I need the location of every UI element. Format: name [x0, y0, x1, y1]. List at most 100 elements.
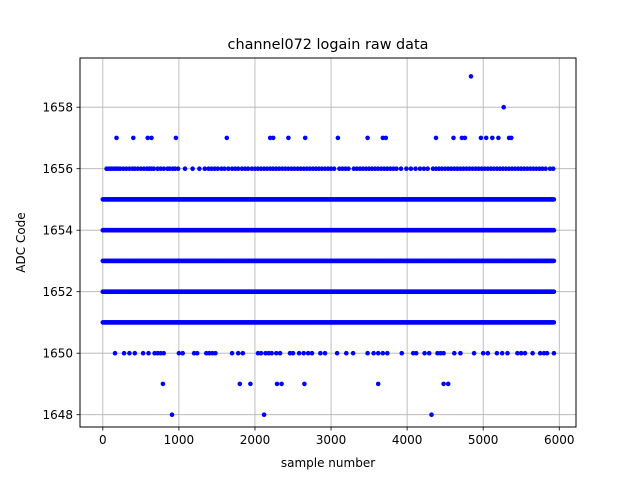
- chart-title: channel072 logain raw data: [228, 37, 429, 53]
- data-point: [544, 350, 550, 356]
- data-point: [375, 381, 381, 387]
- data-point: [151, 166, 157, 171]
- data-point: [229, 350, 235, 356]
- data-point: [258, 350, 264, 356]
- data-point: [490, 135, 495, 141]
- data-point: [537, 350, 543, 356]
- data-point: [161, 350, 166, 356]
- data-points: [100, 74, 557, 418]
- data-point: [509, 135, 514, 141]
- data-point: [240, 350, 246, 356]
- data-point: [245, 166, 251, 171]
- data-point: [458, 350, 463, 356]
- data-point: [269, 350, 275, 356]
- data-point: [309, 350, 315, 356]
- y-tick-label: 1650: [42, 347, 73, 361]
- data-point: [394, 166, 399, 171]
- data-point: [385, 350, 390, 356]
- data-point: [429, 412, 434, 418]
- data-point: [226, 166, 231, 171]
- data-point: [452, 350, 457, 356]
- data-point: [483, 135, 489, 141]
- y-tick-label: 1648: [42, 408, 73, 422]
- data-point: [145, 135, 150, 141]
- data-point: [501, 104, 507, 110]
- data-point: [441, 381, 446, 387]
- data-point: [305, 350, 311, 356]
- data-point: [471, 350, 477, 356]
- data-point: [127, 350, 132, 356]
- data-point: [190, 166, 195, 171]
- data-point: [371, 350, 376, 356]
- data-point: [433, 135, 439, 141]
- data-point: [140, 350, 146, 356]
- data-point: [426, 350, 432, 356]
- data-point: [224, 135, 230, 141]
- data-point: [365, 350, 370, 356]
- data-point: [421, 166, 427, 171]
- y-tick-label: 1658: [42, 101, 73, 115]
- data-point: [301, 350, 307, 356]
- data-point: [344, 350, 349, 356]
- data-point: [296, 350, 302, 356]
- data-point: [197, 166, 202, 171]
- data-point: [149, 135, 154, 141]
- data-point: [550, 166, 556, 171]
- data-point: [530, 350, 535, 356]
- data-point: [422, 350, 427, 356]
- data-point: [551, 197, 557, 202]
- data-point: [279, 381, 284, 387]
- data-point: [365, 135, 370, 141]
- data-point: [350, 350, 356, 356]
- data-point: [302, 135, 308, 141]
- data-point: [334, 350, 340, 356]
- data-point: [551, 227, 557, 233]
- data-point: [318, 350, 323, 356]
- data-point: [398, 166, 404, 171]
- data-point: [175, 166, 181, 171]
- data-point: [375, 350, 381, 356]
- data-point: [132, 350, 138, 356]
- data-point: [518, 350, 524, 356]
- data-point: [213, 350, 218, 356]
- data-point: [277, 350, 283, 356]
- data-point: [182, 166, 188, 171]
- y-axis-label: ADC Code: [14, 212, 28, 272]
- data-point: [112, 350, 118, 356]
- data-point: [462, 135, 468, 141]
- data-point: [494, 350, 500, 356]
- y-tick-label: 1652: [42, 285, 73, 299]
- data-point: [551, 350, 557, 356]
- data-point: [237, 381, 243, 387]
- data-point: [425, 166, 431, 171]
- data-point: [485, 350, 491, 356]
- data-point: [413, 350, 419, 356]
- x-tick-label: 6000: [544, 433, 575, 447]
- data-point: [480, 350, 486, 356]
- data-point: [451, 135, 456, 141]
- data-point: [331, 166, 337, 171]
- x-tick-label: 0: [99, 433, 107, 447]
- data-point: [468, 74, 474, 79]
- y-axis-ticks: 1648 1650 1652 1654 1656 1658: [42, 101, 80, 422]
- x-axis-label: sample number: [281, 456, 375, 470]
- data-point: [417, 166, 423, 171]
- y-tick-label: 1654: [42, 224, 73, 238]
- data-point: [222, 166, 227, 171]
- data-point: [131, 135, 136, 141]
- data-point: [408, 166, 414, 171]
- data-point: [445, 381, 451, 387]
- data-point: [274, 350, 279, 356]
- data-point: [551, 258, 557, 264]
- data-point: [169, 412, 175, 418]
- data-point: [173, 135, 179, 141]
- data-point: [505, 350, 510, 356]
- data-point: [121, 350, 127, 356]
- plot-frame: [79, 57, 577, 428]
- data-point: [522, 350, 528, 356]
- data-point: [286, 135, 291, 141]
- x-tick-label: 2000: [240, 433, 271, 447]
- data-point: [499, 350, 505, 356]
- x-tick-label: 4000: [392, 433, 423, 447]
- data-point: [194, 350, 200, 356]
